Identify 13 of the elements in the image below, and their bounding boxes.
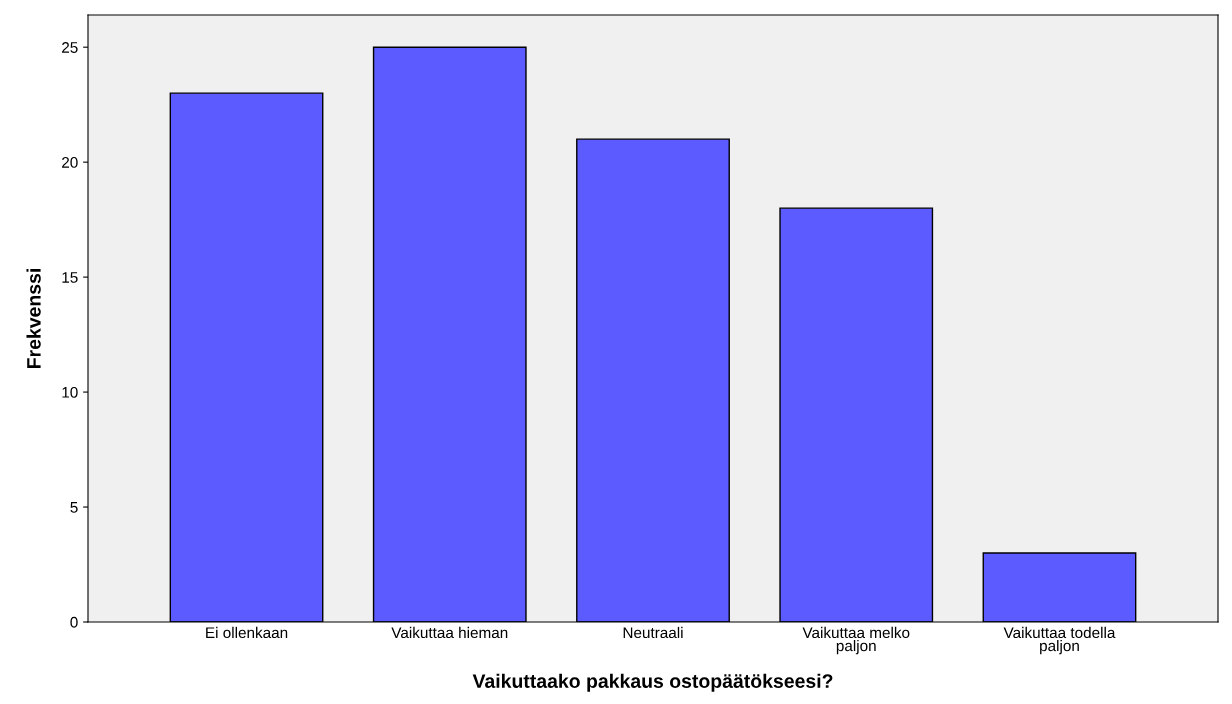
y-tick-label: 15 [62,272,78,283]
x-tick-label: Ei ollenkaan [206,626,288,639]
y-tick-label: 10 [62,386,78,398]
y-tick-label: 20 [62,157,78,168]
x-tick-label: Neutraali [623,626,683,639]
x-tick-label: Vaikuttaa melko paljon [802,626,910,655]
y-tick-label: 25 [62,42,78,53]
x-tick-label: Vaikuttaa hieman [391,626,508,639]
y-tick-label: 0 [70,616,78,628]
y-tick-label: 5 [70,502,78,513]
x-axis-title: Vaikuttaako pakkaus ostopäätökseesi? [472,673,833,692]
y-axis-title: Frekvenssi [26,269,41,368]
x-tick-label: Vaikuttaa todella paljon [1003,626,1116,655]
